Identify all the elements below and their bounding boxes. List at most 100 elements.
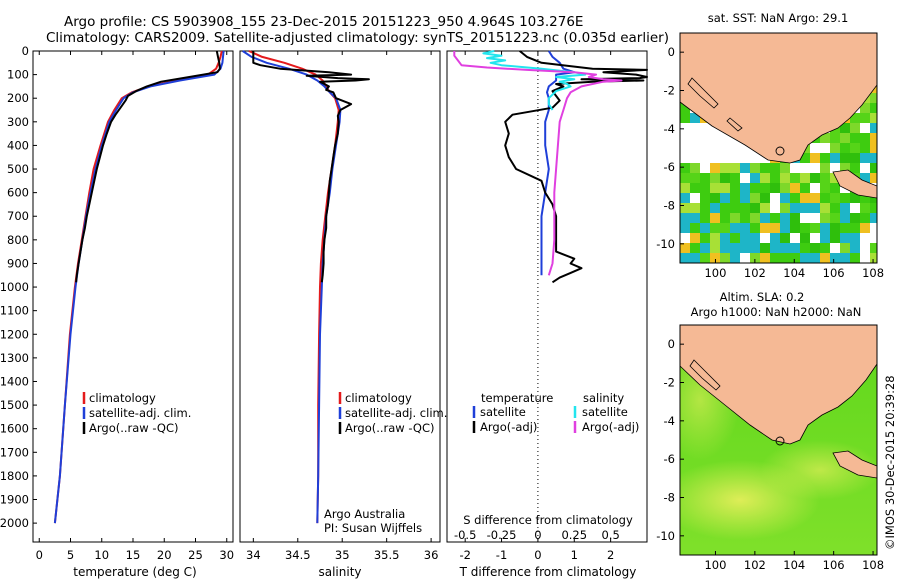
y-tick-label: 1900 [0, 493, 29, 507]
legend-label-sal-satellite: satellite [582, 405, 628, 419]
sst-cell [870, 243, 877, 253]
sst-cell [780, 233, 790, 243]
sst-cell [860, 223, 870, 233]
sst-cell [780, 193, 790, 203]
enggano-island [726, 117, 743, 132]
sst-cell [840, 243, 850, 253]
sst-cell [820, 183, 830, 193]
sst-cell [740, 143, 750, 153]
difference-axis-label: T difference from climatology [459, 565, 637, 579]
top-tick-label: 0 [534, 528, 541, 542]
y-tick-label: 800 [7, 233, 29, 247]
x-tick-label: 0 [36, 548, 43, 562]
top-tick-label: 0.5 [601, 528, 619, 542]
sst-cell [730, 153, 740, 163]
sst-cell [690, 253, 700, 263]
sst-cell [680, 173, 690, 183]
sst-cell [680, 223, 690, 233]
sst-cell [830, 173, 840, 183]
difference-top-axis-label: S difference from climatology [463, 513, 633, 527]
sst-cell [820, 243, 830, 253]
map-y-tick-label: -2 [664, 84, 675, 98]
sst-cell [740, 203, 750, 213]
sst-cell [750, 233, 760, 243]
sumatra-land [680, 33, 877, 164]
sst-cell [810, 223, 820, 233]
sst-map-title: sat. SST: NaN Argo: 29.1 [708, 11, 849, 25]
sst-cell [730, 163, 740, 173]
map-y-tick-label: -10 [656, 529, 675, 543]
sst-cell [690, 113, 700, 123]
sst-cell [710, 163, 720, 173]
salinity-xaxis: 34 34.5 35 35.5 36 [246, 51, 438, 562]
sst-cell [810, 163, 820, 173]
sst-cell [730, 223, 740, 233]
sst-cell [710, 233, 720, 243]
sst-cell [730, 183, 740, 193]
map-x-tick-label: 104 [783, 558, 805, 572]
sst-cell [760, 173, 770, 183]
sst-cell [790, 213, 800, 223]
figure-title: Argo profile: CS 5903908_155 23-Dec-2015… [64, 14, 583, 30]
x-tick-label: -2 [459, 548, 470, 562]
series-line [252, 51, 370, 283]
sst-cell [830, 163, 840, 173]
sst-cell [710, 173, 720, 183]
sst-cell [810, 253, 820, 263]
sst-cell [740, 153, 750, 163]
sst-cell [820, 213, 830, 223]
sst-cell [750, 163, 760, 173]
sst-cell [680, 163, 690, 173]
y-tick-label: 400 [7, 138, 29, 152]
sst-cell [860, 243, 870, 253]
legend-header-salinity: salinity [583, 391, 624, 405]
sst-cell [750, 183, 760, 193]
y-tick-label: 1400 [0, 374, 29, 388]
sst-cell [800, 183, 810, 193]
difference-top-ticks: -0.5 -0.25 0 0.25 0.5 [454, 528, 620, 542]
map-y-tick-label: -4 [664, 414, 675, 428]
sst-cell [680, 153, 690, 163]
top-tick-label: -0.25 [487, 528, 517, 542]
map-y-tick-label: -6 [664, 452, 675, 466]
sst-cell [800, 153, 810, 163]
sst-cell [700, 133, 710, 143]
sst-cell [790, 203, 800, 213]
sst-cell [680, 253, 690, 263]
y-tick-label: 1800 [0, 469, 29, 483]
sst-cell [860, 143, 870, 153]
sst-cell [810, 143, 820, 153]
x-tick-label: 34.5 [285, 548, 311, 562]
sla-map-axes: 100 102 104 106 108 0 -2 -4 -6 -8 -10 [656, 337, 884, 572]
sumatra-land [680, 325, 877, 445]
y-tick-label: 200 [7, 91, 29, 105]
sst-cell [750, 223, 760, 233]
salinity-panel-frame [239, 50, 441, 543]
sst-cell [850, 203, 860, 213]
legend-label-argo: Argo(..raw -QC) [345, 421, 435, 435]
sst-cell [820, 253, 830, 263]
sst-cell [840, 163, 850, 173]
sst-cell [750, 253, 760, 263]
sst-cell [730, 143, 740, 153]
x-tick-label: 2 [607, 548, 614, 562]
sst-cell [690, 123, 700, 133]
sst-cell [690, 183, 700, 193]
sst-cell [830, 243, 840, 253]
y-tick-label: 1200 [0, 327, 29, 341]
sst-cell [720, 243, 730, 253]
series-line [75, 50, 221, 283]
sst-cell [860, 123, 870, 133]
sst-cell [860, 153, 870, 163]
x-tick-label: 1 [571, 548, 578, 562]
sst-cell [740, 163, 750, 173]
sst-cell [840, 213, 850, 223]
sst-cell [680, 203, 690, 213]
sst-cell [740, 173, 750, 183]
sst-cell [770, 163, 780, 173]
sst-cell [870, 123, 877, 133]
x-tick-label: 35.5 [374, 548, 400, 562]
sst-cell [830, 223, 840, 233]
sst-cell [870, 103, 877, 113]
y-tick-label: 600 [7, 186, 29, 200]
